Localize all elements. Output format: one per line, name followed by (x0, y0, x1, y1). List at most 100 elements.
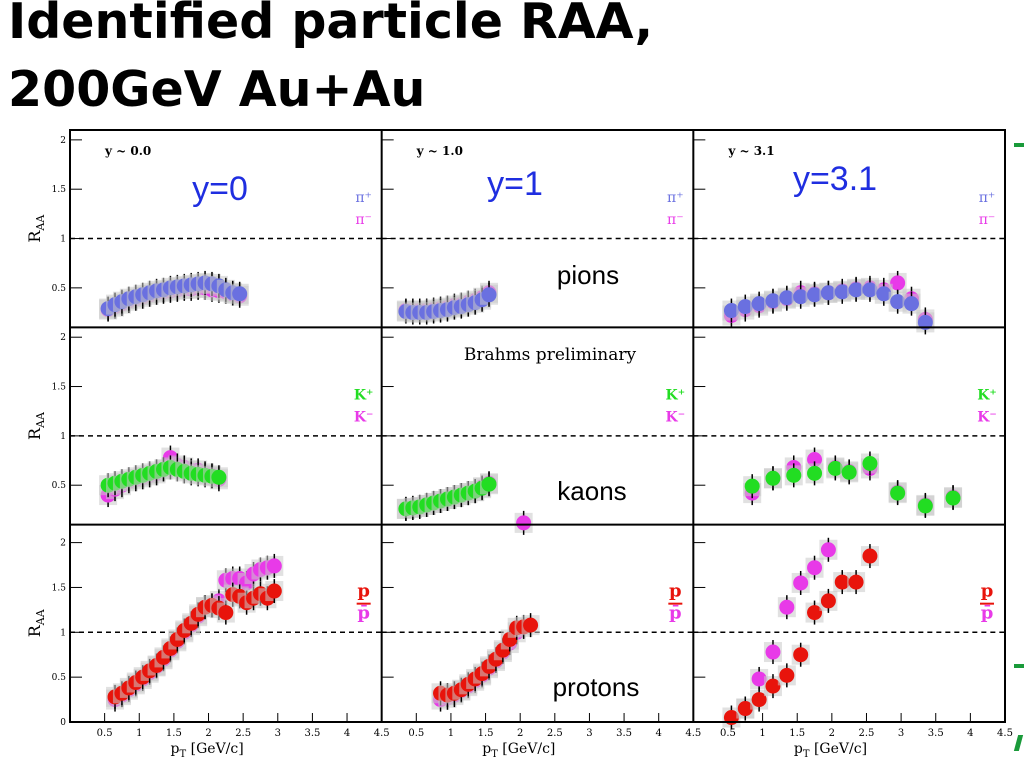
data-point (779, 599, 795, 615)
data-point (848, 282, 864, 298)
y-tick-label: 0.5 (52, 284, 67, 294)
legend-entry: π⁺ (355, 190, 372, 206)
data-point (820, 593, 836, 609)
data-point (211, 469, 227, 485)
y-axis-label: RAA (25, 608, 47, 637)
data-point (723, 303, 739, 319)
legend-entry: p̄ (669, 603, 682, 624)
column-big-label: y=3.1 (793, 160, 877, 198)
legend-entry: p (669, 581, 682, 602)
legend-entry: π⁻ (979, 212, 996, 228)
data-point (737, 701, 753, 717)
data-point (737, 299, 753, 315)
legend-entry: p̄ (981, 603, 994, 624)
x-tick-label: 1.5 (789, 728, 805, 739)
data-point (848, 574, 864, 590)
legend-entry: π⁻ (667, 212, 684, 228)
x-tick-label: 3.5 (616, 728, 632, 739)
legend-entry: π⁺ (979, 190, 996, 206)
legend-entry: K⁺ (354, 387, 374, 403)
y-tick-label: 1.5 (52, 583, 67, 593)
x-axis-label: pT [GeV/c] (482, 741, 555, 760)
x-tick-label: 3.5 (928, 728, 944, 739)
legend-entry: K⁻ (666, 409, 686, 425)
x-tick-label: 3 (275, 728, 281, 739)
y-tick-label: 1 (60, 235, 66, 245)
data-point (890, 485, 906, 501)
column-rapidity-label: y ~ 0.0 (104, 144, 151, 158)
y-tick-label: 0 (60, 718, 66, 728)
y-tick-label: 0.5 (52, 481, 67, 491)
x-tick-label: 4.5 (997, 728, 1013, 739)
data-point (807, 287, 823, 303)
data-point (751, 671, 767, 687)
data-point (917, 498, 933, 514)
y-tick-label: 1 (60, 432, 66, 442)
x-tick-label: 3 (586, 728, 592, 739)
data-point (779, 290, 795, 306)
y-tick-label: 2 (60, 333, 66, 343)
data-point (807, 560, 823, 576)
y-tick-label: 2 (60, 539, 66, 549)
legend-entry: p̄ (357, 603, 370, 624)
data-point (841, 464, 857, 480)
data-point (807, 452, 823, 468)
y-tick-label: 1.5 (52, 185, 67, 195)
data-point (917, 314, 933, 330)
y-tick-label: 2 (60, 136, 66, 146)
legend-entry: K⁺ (977, 387, 997, 403)
y-tick-label: 1.5 (52, 383, 67, 393)
data-point (890, 275, 906, 291)
x-tick-label: 4 (967, 728, 973, 739)
data-point (765, 293, 781, 309)
x-tick-label: 1 (759, 728, 765, 739)
x-axis-label: pT [GeV/c] (171, 741, 244, 760)
legend-entry: p (981, 581, 994, 602)
y-axis-label: RAA (25, 411, 47, 440)
data-point (266, 583, 282, 599)
slide-title-line-1: Identified particle RAA, (8, 0, 654, 50)
x-tick-label: 2.5 (859, 728, 875, 739)
data-point (765, 644, 781, 660)
decorative-green-mark (1014, 143, 1024, 147)
legend-entry: K⁻ (354, 409, 374, 425)
data-point (890, 294, 906, 310)
data-point (779, 667, 795, 683)
data-point (481, 476, 497, 492)
legend-entry: K⁺ (666, 387, 686, 403)
x-tick-label: 4 (656, 728, 662, 739)
x-tick-label: 0.5 (97, 728, 113, 739)
data-point (834, 284, 850, 300)
data-point (793, 647, 809, 663)
x-axis-label: pT [GeV/c] (794, 741, 867, 760)
column-big-label: y=1 (487, 165, 543, 203)
data-point (218, 605, 234, 621)
data-point (807, 465, 823, 481)
column-big-label: y=0 (192, 170, 248, 208)
chart-frame (69, 129, 1006, 723)
data-point (827, 460, 843, 476)
x-tick-label: 4.5 (685, 728, 701, 739)
x-tick-label: 3.5 (304, 728, 320, 739)
x-tick-label: 2 (829, 728, 835, 739)
x-tick-label: 0.5 (408, 728, 424, 739)
x-tick-label: 1 (448, 728, 454, 739)
data-point (765, 470, 781, 486)
legend-entry: p (357, 581, 370, 602)
x-tick-label: 4.5 (374, 728, 390, 739)
y-axis-label: RAA (25, 214, 47, 243)
x-tick-label: 2.5 (547, 728, 563, 739)
data-point (523, 617, 539, 633)
x-tick-label: 3 (898, 728, 904, 739)
data-point (834, 574, 850, 590)
data-point (786, 467, 802, 483)
x-tick-label: 1.5 (166, 728, 182, 739)
decorative-green-mark (1014, 664, 1024, 668)
data-point (232, 286, 248, 302)
column-rapidity-label: y ~ 1.0 (416, 144, 463, 158)
x-tick-label: 2 (517, 728, 523, 739)
annotation-text: Brahms preliminary (464, 345, 637, 365)
legend-entry: K⁻ (977, 409, 997, 425)
data-point (481, 287, 497, 303)
